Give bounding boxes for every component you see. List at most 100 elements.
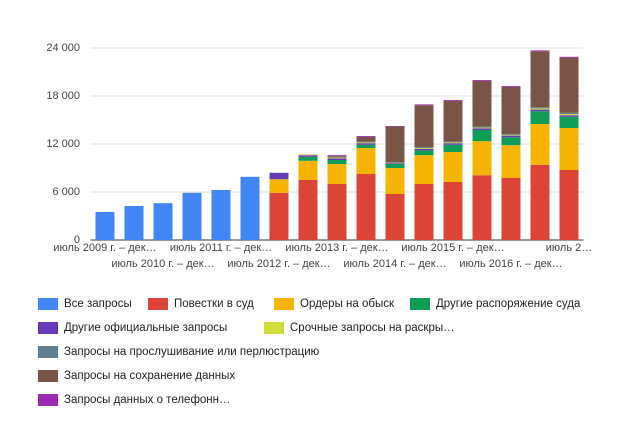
- bar-segment: [530, 107, 550, 109]
- bar-segment: [211, 190, 231, 240]
- bar-segment: [559, 56, 579, 58]
- legend-swatch: [410, 298, 430, 310]
- legend-label: Повестки в суд: [174, 298, 254, 310]
- bar-segment: [298, 156, 318, 161]
- y-tick-label: 24 000: [46, 42, 80, 54]
- bar-segment: [501, 135, 521, 138]
- y-tick-label: 0: [74, 234, 80, 246]
- legend-label: Ордеры на обыск: [300, 298, 395, 310]
- y-tick-label: 18 000: [46, 90, 80, 102]
- x-tick-label: июль 2014 г. – дек…: [343, 258, 446, 270]
- bar-segment: [443, 100, 463, 142]
- bar-segment: [153, 203, 173, 240]
- x-tick-label: июль 2011 г. – дек…: [170, 242, 272, 254]
- bar-segment: [356, 136, 376, 137]
- bar-segment: [530, 164, 550, 240]
- bar-segment: [298, 154, 318, 156]
- bar-segment: [356, 143, 376, 145]
- bar-segment: [501, 145, 521, 178]
- legend-swatch: [274, 298, 294, 310]
- bar-segment: [501, 134, 521, 136]
- bar-segment: [472, 126, 492, 128]
- bar-segment: [443, 100, 463, 101]
- bar-segment: [559, 170, 579, 240]
- bar-segment: [414, 148, 434, 149]
- bar-segment: [472, 80, 492, 127]
- legend-swatch: [38, 346, 58, 358]
- bar-segment: [385, 164, 405, 168]
- bar-segment: [356, 144, 376, 148]
- legend-swatch: [38, 298, 58, 310]
- bar-segment: [298, 160, 318, 180]
- bar-segment: [414, 150, 434, 156]
- bar-segment: [356, 174, 376, 240]
- bar-segment: [530, 124, 550, 165]
- bar-segment: [327, 184, 347, 240]
- x-tick-label: июль 2012 г. – дек…: [227, 258, 330, 270]
- bar-segment: [559, 57, 579, 113]
- legend-swatch: [264, 322, 284, 334]
- x-tick-label: июль 2010 г. – дек…: [111, 258, 214, 270]
- bar-segment: [327, 164, 347, 184]
- bar-segment: [559, 115, 579, 117]
- bar-segment: [414, 104, 434, 106]
- bar-segment: [530, 51, 550, 108]
- bar-segment: [559, 116, 579, 128]
- legend-swatch: [38, 370, 58, 382]
- legend-label: Другие официальные запросы: [64, 322, 227, 334]
- x-tick-label: июль 2009 г. – дек…: [53, 242, 156, 254]
- bar-segment: [530, 109, 550, 112]
- legend-label: Все запросы: [64, 298, 132, 310]
- bar-segment: [385, 168, 405, 194]
- bar-segment: [124, 206, 144, 240]
- bar-segment: [414, 155, 434, 184]
- y-tick-label: 6 000: [52, 186, 80, 198]
- x-tick-label: июль 2015 г. – дек…: [401, 242, 504, 254]
- bar-segment: [356, 148, 376, 174]
- bar-segment: [443, 142, 463, 144]
- legend-swatch: [38, 322, 58, 334]
- bar-segment: [414, 105, 434, 148]
- bar-segment: [327, 160, 347, 164]
- bar-segment: [356, 142, 376, 144]
- bar-segment: [443, 152, 463, 182]
- bar-segment: [472, 130, 492, 142]
- bar-segment: [443, 143, 463, 145]
- legend-swatch: [148, 298, 168, 310]
- x-tick-label: июль 2013 г. – дек…: [285, 242, 388, 254]
- legend-label: Срочные запросы на раскры…: [290, 322, 455, 334]
- bar-segment: [269, 192, 289, 240]
- bar-segment: [385, 126, 405, 163]
- bar-segment: [327, 156, 347, 157]
- bar-segment: [385, 194, 405, 240]
- legend-swatch: [38, 394, 58, 406]
- x-tick-label: июль 2016 г. – дек…: [459, 258, 562, 270]
- legend-label: Другие распоряжение суда: [436, 298, 581, 310]
- bar-segment: [414, 147, 434, 148]
- bar-segment: [472, 128, 492, 130]
- bar-segment: [501, 137, 521, 146]
- bar-segment: [356, 136, 376, 142]
- bar-segment: [501, 134, 521, 135]
- bar-segment: [472, 141, 492, 176]
- bar-segment: [182, 192, 202, 240]
- legend-label: Запросы на сохранение данных: [64, 370, 235, 382]
- x-tick-label: июль 2…: [546, 242, 592, 254]
- bar-segment: [472, 80, 492, 81]
- bar-segment: [530, 50, 550, 52]
- bar-segment: [443, 141, 463, 143]
- legend: Все запросы Повестки в суд Ордеры на обыск…: [38, 298, 581, 406]
- bar-segment: [443, 182, 463, 240]
- legend-label: Запросы данных о телефонн…: [64, 394, 231, 406]
- bar-segment: [559, 112, 579, 114]
- bar-segment: [472, 127, 492, 129]
- legend-label: Запросы на прослушивание или перлюстраци…: [64, 346, 320, 358]
- bar-segment: [356, 141, 376, 143]
- bar-segment: [298, 180, 318, 240]
- bar-segment: [501, 178, 521, 240]
- y-tick-label: 12 000: [46, 138, 80, 150]
- bar-segment: [501, 86, 521, 87]
- bar-segment: [443, 144, 463, 152]
- bar-segment: [559, 114, 579, 116]
